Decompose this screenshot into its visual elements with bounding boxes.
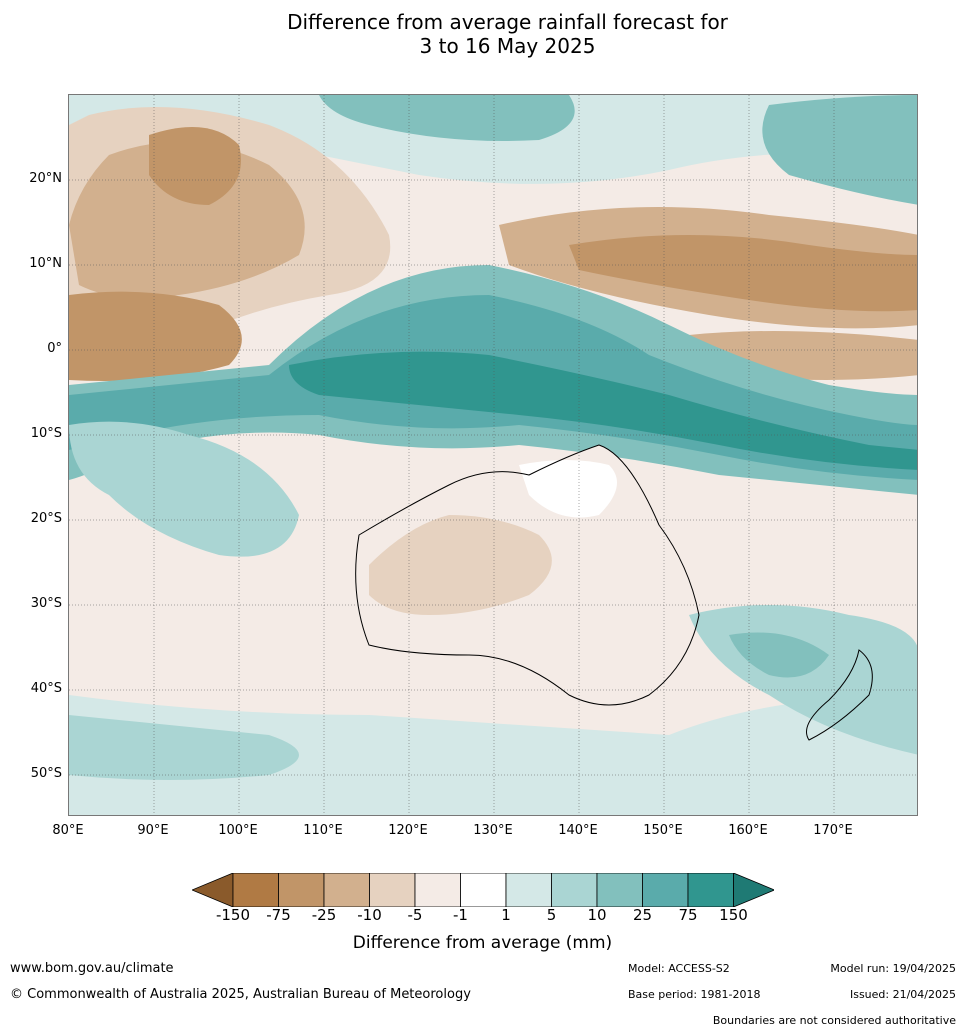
colorbar-segment — [687, 873, 734, 907]
lat-label-30s: 30°S — [30, 596, 62, 611]
issued-text: Issued: 21/04/2025 — [849, 988, 956, 1001]
colorbar-segment — [642, 873, 689, 907]
lon-label-120e: 120°E — [388, 823, 428, 838]
website-text: www.bom.gov.au/climate — [10, 961, 174, 976]
colorbar-tick-label: 10 — [587, 906, 607, 924]
lat-label-20s: 20°S — [30, 511, 62, 526]
colorbar-tick-label: 25 — [632, 906, 653, 924]
lon-label-160e: 160°E — [728, 823, 768, 838]
lon-label-130e: 130°E — [473, 823, 513, 838]
lat-label-50s: 50°S — [30, 766, 62, 781]
colorbar-tick-label: -1 — [453, 906, 468, 924]
lon-label-80e: 80°E — [52, 823, 84, 838]
colorbar-segment — [551, 873, 598, 907]
colorbar-segment — [369, 873, 416, 907]
rainfall-anomaly-map — [68, 94, 918, 816]
lat-label-10n: 10°N — [29, 256, 62, 271]
colorbar-tick-label: 75 — [678, 906, 698, 924]
lon-label-100e: 100°E — [218, 823, 258, 838]
model-run-text: Model run: 19/04/2025 — [830, 962, 956, 975]
colorbar-extend-high — [733, 873, 774, 907]
colorbar-segment — [414, 873, 461, 907]
lon-label-170e: 170°E — [813, 823, 853, 838]
colorbar-extend-low — [192, 873, 234, 907]
colorbar-segment — [323, 873, 370, 907]
colorbar-tick-label: 1 — [501, 906, 511, 924]
lon-label-150e: 150°E — [643, 823, 683, 838]
disclaimer-text: Boundaries are not considered authoritat… — [712, 1014, 956, 1027]
colorbar-label: Difference from average (mm) — [352, 933, 613, 953]
colorbar-tick-label: -10 — [357, 906, 382, 924]
colorbar-tick-label: -75 — [266, 906, 291, 924]
lat-label-10s: 10°S — [30, 426, 62, 441]
colorbar-tick-label: -25 — [311, 906, 337, 924]
colorbar-segment — [232, 873, 279, 907]
map-canvas — [69, 95, 917, 815]
map-title: Difference from average rainfall forecas… — [0, 10, 965, 58]
lat-label-40s: 40°S — [30, 681, 62, 696]
colorbar — [192, 873, 774, 907]
model-text: Model: ACCESS-S2 — [628, 962, 730, 975]
colorbar-tick-label: 150 — [719, 906, 748, 924]
copyright-text: © Commonwealth of Australia 2025, Austra… — [10, 987, 471, 1002]
lon-label-140e: 140°E — [558, 823, 598, 838]
title-line-1: Difference from average rainfall forecas… — [287, 10, 728, 34]
lon-label-110e: 110°E — [303, 823, 343, 838]
colorbar-tick-label: -5 — [407, 906, 423, 924]
lon-label-90e: 90°E — [137, 823, 169, 838]
colorbar-tick-label: 5 — [546, 906, 557, 924]
colorbar-tick-label: -150 — [215, 906, 251, 924]
lat-label-20n: 20°N — [29, 171, 62, 186]
base-period-text: Base period: 1981-2018 — [628, 988, 761, 1001]
colorbar-segment — [596, 873, 643, 907]
lat-label-0: 0° — [47, 341, 62, 356]
title-line-2: 3 to 16 May 2025 — [419, 34, 596, 58]
colorbar-segment — [460, 873, 507, 907]
colorbar-segment — [505, 873, 552, 907]
colorbar-segment — [278, 873, 325, 907]
